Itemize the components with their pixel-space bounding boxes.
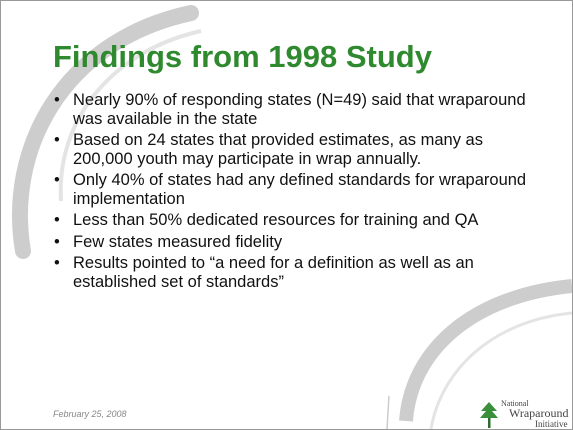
logo-text: Initiative xyxy=(535,419,568,429)
swoosh xyxy=(399,279,572,422)
swoosh-thin xyxy=(429,311,572,429)
bullet: Nearly 90% of responding states (N=49) s… xyxy=(51,91,541,128)
bullet: Only 40% of states had any defined stand… xyxy=(51,171,541,208)
bullet: Few states measured fidelity xyxy=(51,233,541,252)
logo-tree xyxy=(480,402,498,428)
tick xyxy=(386,395,390,429)
bullet: Less than 50% dedicated resources for tr… xyxy=(51,211,541,230)
bullet: Based on 24 states that provided estimat… xyxy=(51,131,541,168)
bullet-list: Nearly 90% of responding states (N=49) s… xyxy=(51,91,541,294)
logo: National Wraparound Initiative xyxy=(479,398,572,429)
slide-title: Findings from 1998 Study xyxy=(53,39,432,74)
logo-text: National xyxy=(501,399,529,408)
footer-date: February 25, 2008 xyxy=(53,409,127,419)
logo-text: Wraparound xyxy=(509,406,569,420)
bullet: Results pointed to “a need for a definit… xyxy=(51,254,541,291)
